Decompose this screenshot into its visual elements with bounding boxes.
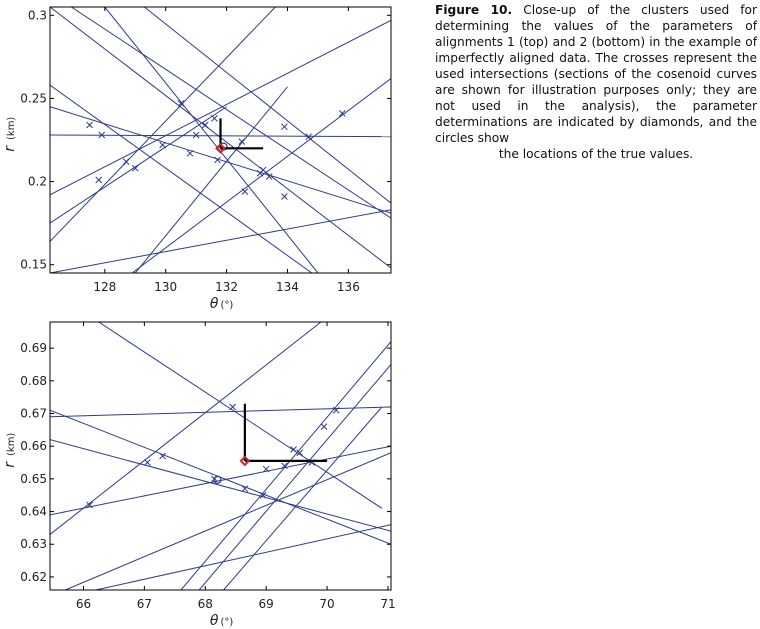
intersection-cross <box>98 131 106 139</box>
intersection-cross <box>262 465 270 473</box>
cosenoid-curve <box>50 7 276 242</box>
intersection-cross <box>144 459 151 466</box>
plot-area <box>50 322 391 590</box>
x-tick-label: 128 <box>93 280 116 294</box>
intersection-cross <box>95 176 103 184</box>
intersection-cross <box>241 485 249 493</box>
intersection-cross <box>338 110 346 117</box>
y-axis-label-group: r (km) <box>2 117 18 152</box>
intersection-cross <box>122 158 130 165</box>
intersection-cross <box>131 164 139 172</box>
x-axis-unit: (°) <box>221 300 234 311</box>
y-tick-label: 0.65 <box>20 472 47 486</box>
x-tick-label: 67 <box>137 597 152 611</box>
plot-frame <box>49 321 392 591</box>
intersection-cross <box>265 173 273 180</box>
cosenoid-curve <box>198 364 391 590</box>
intersection-cross <box>320 423 328 430</box>
x-tick-label: 70 <box>319 597 334 611</box>
cosenoid-curve <box>50 84 313 273</box>
plot-bottom: 66 67 68 69 70 71 0.62 0.63 0.64 0.65 0.66 0.67 0.68… <box>2 321 396 629</box>
plot-background <box>50 322 391 590</box>
plot-area <box>50 7 391 273</box>
cosenoid-curve <box>50 439 391 532</box>
x-tick-label: 134 <box>276 280 299 294</box>
caption-last-line: the locations of the true values. <box>498 147 694 161</box>
cosenoid-curve <box>50 19 391 196</box>
intersection-cross <box>281 193 288 200</box>
intersection-cross <box>201 121 209 129</box>
intersection-cross <box>177 100 185 107</box>
cosenoid-curve <box>98 322 383 509</box>
intersection-cross <box>241 188 249 195</box>
x-tick-label: 130 <box>154 280 177 294</box>
intersection-cross <box>159 141 167 149</box>
cosenoid-curve <box>65 452 391 590</box>
intersection-cross <box>296 449 304 457</box>
true-value-circle <box>213 475 222 484</box>
cosenoid-curve <box>180 341 391 590</box>
cosenoid-curve <box>131 78 391 273</box>
plot-top: 128 130 132 134 136 0.15 0.2 0.25 0.3 θ (°) r (km) <box>2 6 392 312</box>
caption-text: Close-up of the clusters used for determ… <box>435 3 758 145</box>
x-tick-label: 71 <box>380 597 395 611</box>
y-axis-unit: (km) <box>6 433 17 456</box>
intersection-cross <box>86 121 93 129</box>
y-tick-label: 0.63 <box>20 537 47 551</box>
intersection-cross <box>192 131 200 139</box>
y-tick-label: 0.66 <box>20 439 47 453</box>
y-tick-label: 0.64 <box>20 505 47 519</box>
estimate-diamond <box>215 142 226 154</box>
intersection-cross <box>259 166 267 174</box>
cosenoid-curve <box>71 7 391 219</box>
y-tick-label: 0.15 <box>20 258 47 272</box>
intersection-cross <box>214 156 221 164</box>
intersection-cross <box>281 462 288 470</box>
cosenoid-curve <box>50 209 391 273</box>
x-axis-label: θ <box>210 613 219 629</box>
cosenoid-curve <box>223 406 383 590</box>
x-tick-label: 69 <box>259 597 274 611</box>
y-tick-label: 0.69 <box>20 341 47 355</box>
intersection-cross <box>86 501 93 509</box>
y-tick-label: 0.2 <box>28 175 47 189</box>
y-tick-label: 0.3 <box>28 8 47 22</box>
x-tick-label: 68 <box>198 597 213 611</box>
caption-label: Figure 10. <box>435 3 513 17</box>
cosenoid-curve <box>50 322 322 535</box>
x-axis-label: θ <box>210 296 219 312</box>
x-tick-label: 136 <box>337 280 360 294</box>
y-tick-label: 0.67 <box>20 407 47 421</box>
figure-caption: Figure 10. Close-up of the clusters used… <box>435 2 757 162</box>
x-tick-label: 132 <box>215 280 238 294</box>
intersection-cross <box>305 133 313 141</box>
intersection-cross <box>290 446 297 453</box>
cosenoid-curve <box>50 106 391 214</box>
intersection-cross <box>259 491 267 499</box>
plot-frame <box>49 6 392 274</box>
cosenoid-curve <box>50 106 227 224</box>
cosenoid-curve <box>104 7 319 273</box>
cosenoid-curve <box>95 524 391 590</box>
intersection-cross <box>159 452 167 460</box>
x-axis-unit: (°) <box>221 617 234 628</box>
y-axis-label-group: r (km) <box>2 433 18 468</box>
y-axis-label: r <box>2 461 18 468</box>
intersection-cross <box>332 406 340 414</box>
y-axis-unit: (km) <box>6 117 17 140</box>
intersection-cross <box>238 138 246 146</box>
estimate-diamond <box>239 455 251 467</box>
y-axis-label: r <box>2 145 18 152</box>
y-tick-label: 0.25 <box>20 91 47 105</box>
cosenoid-curve <box>144 7 391 204</box>
intersection-cross <box>186 149 194 157</box>
y-tick-label: 0.68 <box>20 374 47 388</box>
intersection-cross <box>281 123 288 131</box>
x-tick-label: 66 <box>76 597 91 611</box>
intersection-cross <box>211 115 218 122</box>
intersection-cross <box>229 403 237 411</box>
cosenoid-curve <box>134 86 288 273</box>
y-tick-label: 0.62 <box>20 570 47 584</box>
